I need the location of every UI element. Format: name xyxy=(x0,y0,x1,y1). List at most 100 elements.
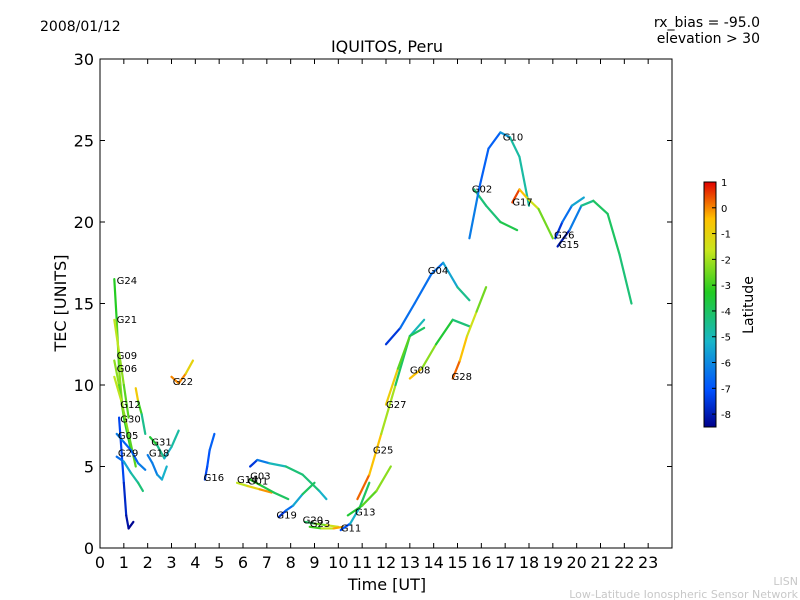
x-tick-label: 17 xyxy=(495,553,515,572)
series-layer xyxy=(113,131,633,532)
series-g14 xyxy=(235,481,273,494)
date-label: 2008/01/12 xyxy=(40,19,121,35)
series-segment xyxy=(134,387,140,403)
chart-title: IQUITOS, Peru xyxy=(331,37,443,56)
series-segment xyxy=(208,432,216,452)
series-label-g15: G15 xyxy=(559,240,579,251)
series-segment xyxy=(258,488,273,494)
series-segment xyxy=(554,220,564,240)
series-segment xyxy=(272,491,290,501)
series-segment xyxy=(277,509,287,519)
series-segment xyxy=(301,473,321,493)
elevation-label: elevation > 30 xyxy=(657,31,760,47)
series-segment xyxy=(368,432,383,476)
series-segment xyxy=(260,484,276,494)
series-g21 xyxy=(113,318,130,419)
series-g28 xyxy=(451,286,488,380)
series-segment xyxy=(442,261,459,289)
series-segment xyxy=(291,493,304,507)
series-segment xyxy=(308,525,323,530)
series-segment xyxy=(115,455,125,463)
series-label-g26: G26 xyxy=(554,230,574,241)
colorbar-tick-label: -6 xyxy=(721,359,731,370)
series-segment xyxy=(249,478,264,488)
series-label-g28: G28 xyxy=(452,372,472,383)
x-tick-label: 18 xyxy=(519,553,539,572)
series-segment xyxy=(129,449,140,465)
series-label-g24: G24 xyxy=(117,276,137,287)
series-g20 xyxy=(303,520,340,528)
series-segment xyxy=(120,400,130,435)
series-segment xyxy=(313,522,328,527)
series-segment xyxy=(203,465,209,481)
series-label-g21: G21 xyxy=(117,315,137,326)
colorbar-tick-label: -4 xyxy=(721,307,731,318)
x-tick-label: 22 xyxy=(614,553,634,572)
x-tick-label: 21 xyxy=(590,553,610,572)
series-segment xyxy=(137,462,147,471)
series-segment xyxy=(127,520,135,530)
x-tick-label: 19 xyxy=(543,553,563,572)
series-g01 xyxy=(249,478,290,501)
colorbar-tick-label: -1 xyxy=(721,230,731,241)
series-segment xyxy=(468,188,481,240)
series-label-g18: G18 xyxy=(149,449,169,460)
series-segment xyxy=(434,318,454,346)
series-label-g05: G05 xyxy=(118,431,138,442)
colorbar-tick-label: -5 xyxy=(721,333,731,344)
series-segment xyxy=(339,522,352,532)
colorbar-tick-label: 1 xyxy=(721,178,727,189)
series-g16 xyxy=(203,432,216,481)
series-g03 xyxy=(249,458,328,501)
series-g19 xyxy=(277,481,316,519)
series-label-g01: G01 xyxy=(248,476,268,487)
series-segment xyxy=(160,465,168,481)
series-segment xyxy=(465,310,478,338)
footer-network: Low-Latitude Ionospheric Sensor Network xyxy=(569,588,798,600)
series-segment xyxy=(356,473,371,501)
x-tick-label: 8 xyxy=(286,553,296,572)
series-segment xyxy=(361,489,378,507)
series-segment xyxy=(332,525,345,530)
series-segment xyxy=(117,416,123,452)
series-segment xyxy=(113,318,121,354)
series-segment xyxy=(396,335,411,370)
x-tick-label: 20 xyxy=(566,553,586,572)
series-segment xyxy=(301,481,316,496)
series-segment xyxy=(375,465,392,493)
series-label-g22: G22 xyxy=(173,377,193,388)
series-segment xyxy=(537,207,554,240)
series-segment xyxy=(451,318,471,328)
series-segment xyxy=(148,436,159,447)
series-label-g02: G02 xyxy=(472,185,492,196)
series-segment xyxy=(284,465,304,476)
series-segment xyxy=(561,204,574,224)
series-segment xyxy=(499,220,519,232)
series-segment xyxy=(384,326,402,346)
series-segment xyxy=(592,199,609,215)
colorbar-tick-label: -3 xyxy=(721,281,731,292)
series-g17 xyxy=(511,188,554,240)
series-label-g10: G10 xyxy=(503,133,523,144)
series-segment xyxy=(177,372,187,385)
series-g04 xyxy=(384,261,471,346)
series-segment xyxy=(451,359,461,380)
series-segment xyxy=(122,440,133,452)
series-g29 xyxy=(115,455,144,493)
series-segment xyxy=(499,131,512,139)
colorbar-tick-label: -7 xyxy=(721,384,731,395)
series-segment xyxy=(156,444,166,460)
series-segment xyxy=(508,136,521,158)
series-segment xyxy=(318,489,328,501)
series-segment xyxy=(129,471,140,484)
series-g31 xyxy=(148,429,180,460)
series-segment xyxy=(408,326,426,338)
series-g30 xyxy=(117,416,135,530)
series-segment xyxy=(399,302,416,330)
series-label-g08: G08 xyxy=(410,366,430,377)
x-tick-label: 16 xyxy=(471,553,491,572)
series-segment xyxy=(384,367,400,406)
series-segment xyxy=(456,286,471,302)
series-segment xyxy=(146,453,154,465)
x-tick-label: 9 xyxy=(309,553,319,572)
